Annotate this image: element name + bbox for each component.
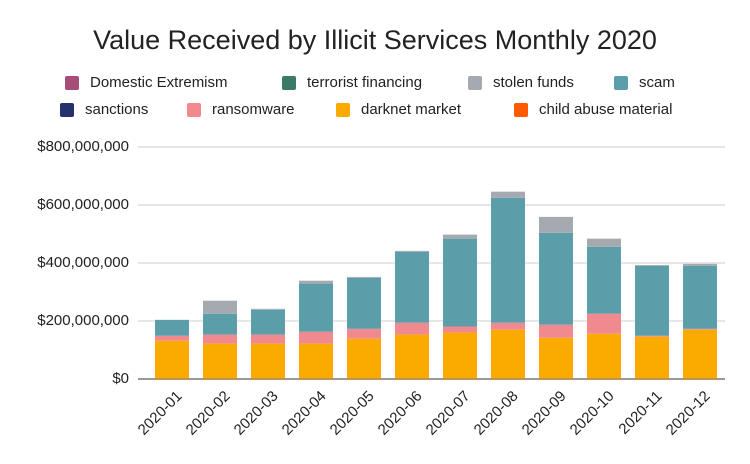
y-tick-label: $600,000,000 [37,196,129,213]
bar-segment [251,334,285,344]
legend-swatch [614,76,628,90]
bar-segment [395,251,429,323]
bar-segment [539,216,573,233]
bar-segment [683,265,717,329]
legend-label: ransomware [212,101,295,118]
bar-segment [587,313,621,334]
bar-segment [587,238,621,247]
legend-swatch [468,76,482,90]
bar-segment [299,343,333,379]
legend-label: stolen funds [493,74,574,91]
y-tick-label: $800,000,000 [37,138,129,155]
bar-segment [683,263,717,266]
bar-segment [539,232,573,325]
bar-segment [347,338,381,379]
legend-swatch [60,103,74,117]
bar-segment [443,326,477,333]
bar-segment [155,319,189,336]
bar-segment [491,191,525,198]
bar-segment [635,265,669,266]
bar-segment [251,343,285,379]
legend-label: darknet market [361,101,462,118]
legend-label: child abuse material [539,101,672,118]
bar-segment [443,332,477,379]
bar-segment [539,337,573,379]
bar-segment [155,335,189,341]
bar-segment [539,324,573,338]
legend-swatch [187,103,201,117]
bar-segment [443,238,477,327]
bar-segment [203,343,237,379]
bar-segment [299,283,333,332]
bar-segment [395,334,429,379]
bar-segment [587,246,621,314]
y-tick-label: $0 [112,370,129,387]
bar-segment [203,300,237,314]
bar-segment [347,328,381,339]
bar-segment [683,328,717,330]
bar-segment [203,334,237,344]
bar-segment [203,313,237,335]
bar-segment [635,335,669,337]
bar-segment [491,197,525,323]
bar-segment [347,277,381,329]
bar-segment [251,309,285,335]
legend-label: scam [639,74,675,91]
bar-segment [299,280,333,284]
bar-segment [635,336,669,379]
bar-segment [491,322,525,330]
bar-segment [251,308,285,310]
y-tick-label: $400,000,000 [37,254,129,271]
bar-segment [395,250,429,252]
y-tick-label: $200,000,000 [37,312,129,329]
legend-swatch [336,103,350,117]
legend-swatch [65,76,79,90]
bar-segment [587,333,621,379]
bar-segment [347,276,381,278]
chart-title: Value Received by Illicit Services Month… [93,25,657,55]
bar-segment [683,329,717,379]
legend-label: terrorist financing [307,74,422,91]
legend-label: sanctions [85,101,148,118]
bar-segment [443,234,477,239]
bar-segment [299,331,333,344]
bar-segment [491,329,525,379]
bar-segment [635,265,669,336]
bar-segment [155,340,189,379]
bar-segment [395,322,429,335]
legend-label: Domestic Extremism [90,74,228,91]
legend-swatch [282,76,296,90]
legend-swatch [514,103,528,117]
